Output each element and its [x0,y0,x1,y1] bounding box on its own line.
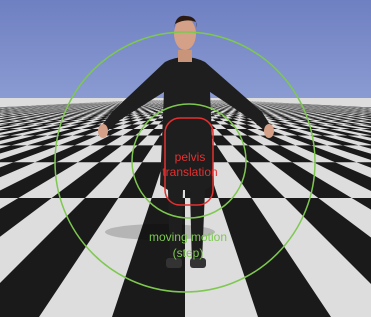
pelvis-label: translation [162,165,217,179]
hand [98,124,108,138]
pelvis-label: pelvis [175,150,206,164]
neck [178,50,192,62]
motion-label: (step) [173,246,204,260]
scene: pelvis translation moving motion (step) [0,0,371,317]
motion-label: moving motion [149,230,227,244]
hand [264,124,274,138]
